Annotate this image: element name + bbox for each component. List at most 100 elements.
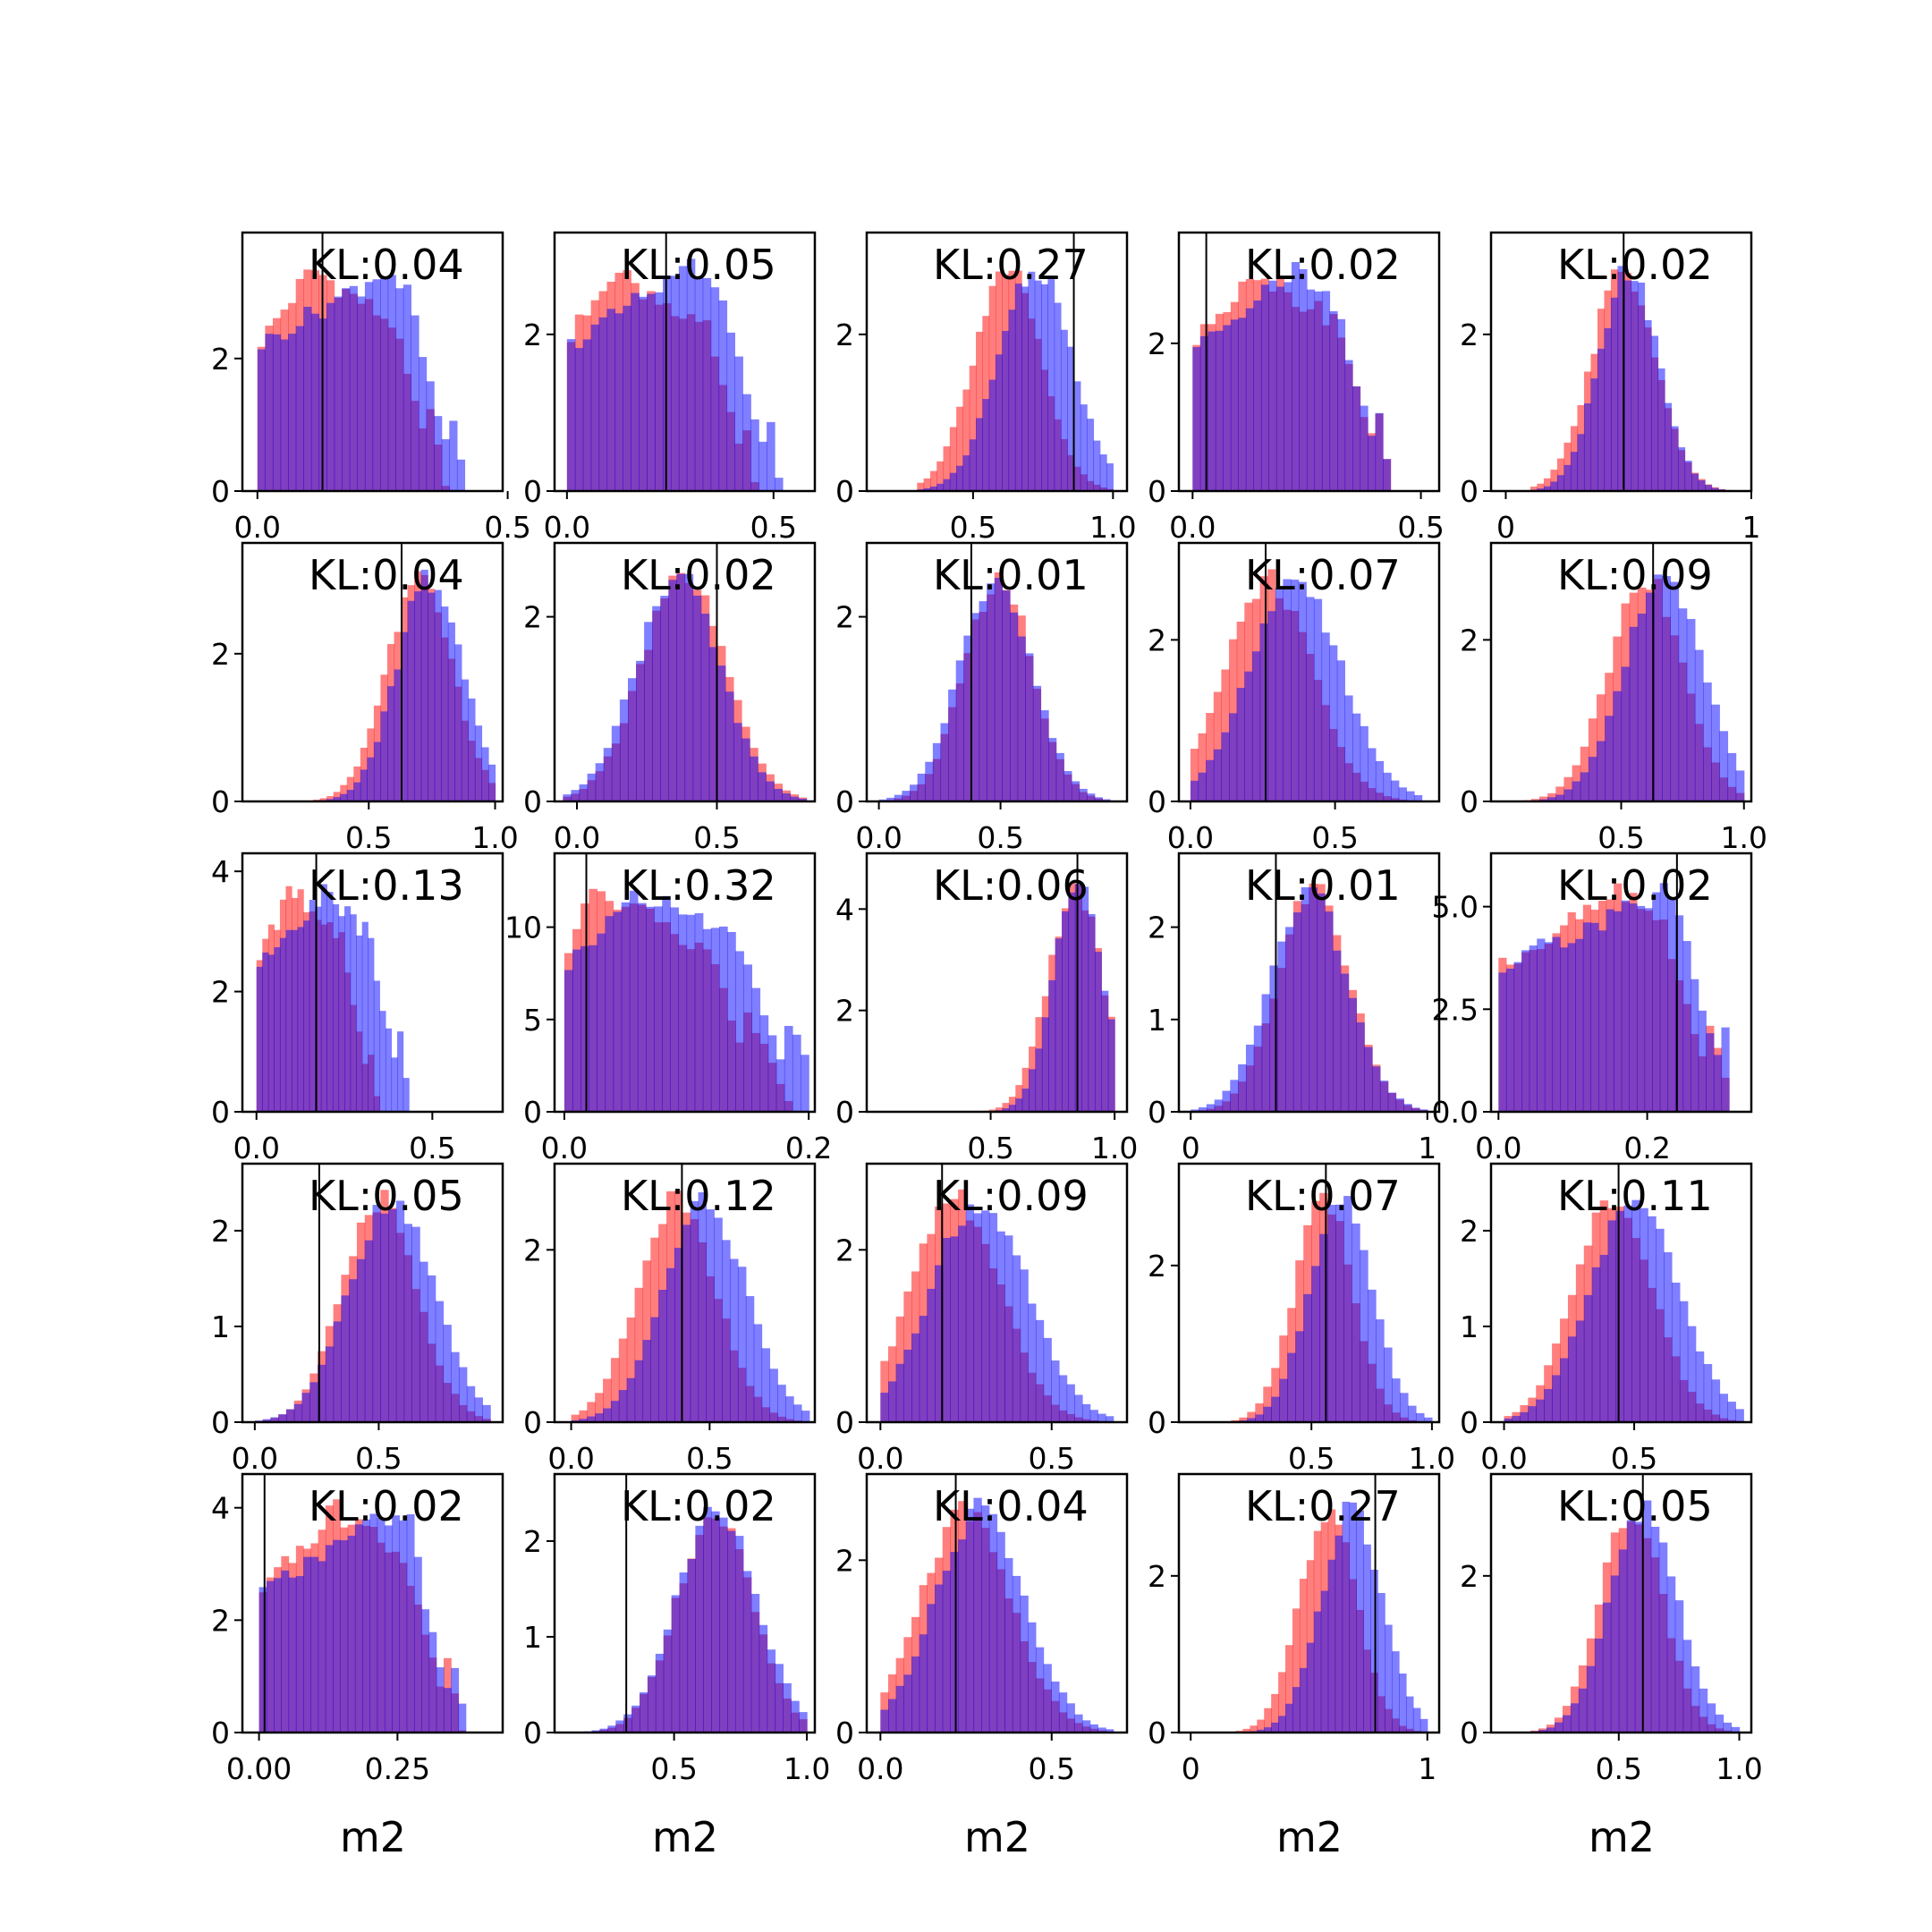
series-b-bar [342,288,351,491]
series-b-bar [950,1236,959,1422]
series-b-bar [1575,1320,1585,1422]
subplot-r5-c1: 0 2 4 0.00 0.25 KL:0.02 [211,1472,504,1786]
series-a-bar [595,1393,604,1422]
histogram-bars [1190,569,1423,801]
kl-annotation: KL:0.27 [933,241,1089,289]
series-b-bar [973,1213,982,1422]
axes-frame [241,852,504,1114]
x-tick-label: 0 [1182,1131,1200,1165]
x-axis-label-col-1: m2 [340,1813,406,1861]
series-b-bar [364,1240,374,1422]
series-b-bar [666,1267,675,1422]
series-b-bar [700,614,710,801]
series-b-bar [388,1208,397,1422]
series-b-bar [326,892,334,1112]
series-a-bar [962,389,970,491]
series-b-bar [474,1397,483,1422]
series-b-bar [1094,952,1102,1112]
series-b-bar [441,439,450,491]
series-b-bar [1060,329,1068,491]
series-b-bar [1309,887,1318,1112]
series-b-bar [1343,1196,1352,1422]
series-b-bar [735,951,744,1112]
series-b-bar [743,964,753,1112]
x-tick-label: 0.0 [554,820,600,855]
series-b-bar [1285,927,1294,1112]
series-b-bar [1275,286,1285,491]
series-b-bar [1605,716,1614,801]
series-b-bar [1364,1046,1373,1112]
series-b-bar [428,1631,437,1733]
x-axis-label-col-4: m2 [1276,1813,1343,1861]
series-a-bar [1264,1707,1272,1733]
y-tick-label: 0 [1460,784,1479,819]
x-tick-label: 0.0 [547,1441,594,1476]
series-b-bar [1512,1416,1521,1422]
series-b-bar [894,794,903,801]
series-b-bar [1063,771,1072,801]
series-b-bar [1590,922,1599,1112]
series-b-bar [318,1561,326,1733]
subplot-r4-c5: 0 1 2 0.0 0.5 KL:0.11 [1460,1162,1753,1476]
series-b-bar [925,761,934,801]
series-b-bar [350,914,357,1112]
series-b-bar [1035,1048,1043,1112]
series-b-bar [1048,738,1057,801]
series-b-bar [292,929,299,1112]
series-b-bar [1081,1403,1091,1422]
series-b-bar [702,928,712,1112]
series-b-bar [265,334,274,491]
series-b-bar [1698,1010,1707,1112]
series-b-bar [969,439,977,491]
series-b-bar [1423,1417,1433,1422]
series-b-bar [631,1705,640,1733]
series-a-bar [1190,749,1199,801]
series-b-bar [582,339,592,491]
x-tick-label: 0.5 [409,1131,455,1165]
series-b-bar [421,1609,430,1733]
series-b-bar [742,1571,752,1733]
series-b-bar [1562,1715,1572,1733]
axes-frame [1177,231,1441,493]
histogram-bars [1498,883,1730,1112]
series-b-bar [982,399,990,491]
series-b-bar [325,1346,335,1422]
series-b-bar [1580,772,1589,801]
series-b-bar [1629,903,1638,1112]
series-a-bar [1537,483,1545,491]
series-b-bar [1295,1331,1304,1422]
x-tick-label: 0.2 [785,1131,832,1165]
series-a-bar [603,1378,612,1422]
histogram-bars [1504,1199,1744,1422]
subplot-r3-c5: 0.0 2.5 5.0 0.0 0.2 KL:0.02 [1432,852,1753,1165]
series-b-bar [1097,1413,1106,1422]
series-b-bar [958,1225,967,1422]
series-b-bar [1578,1688,1588,1733]
subplot-r4-c4: 0 2 0.5 1.0 KL:0.07 [1148,1162,1455,1476]
series-b-bar [948,689,957,801]
series-b-bar [1087,419,1095,491]
x-tick-label: 1.0 [1409,1441,1455,1476]
series-b-bar [670,907,680,1112]
series-b-bar [1690,979,1699,1112]
x-tick-label: 0.5 [345,820,392,855]
series-b-bar [1314,291,1323,491]
y-tick-label: 0.0 [1432,1095,1479,1130]
series-b-bar [1021,286,1030,491]
series-b-bar [1727,1402,1736,1422]
x-tick-label: 0.0 [233,1131,279,1165]
series-b-bar [1604,327,1612,491]
series-b-bar [1399,1393,1409,1422]
series-b-bar [420,570,428,801]
x-tick-label: 0.5 [1597,820,1644,855]
series-b-bar [1383,459,1392,491]
series-a-bar [333,792,341,801]
series-b-bar [724,691,734,801]
series-b-bar [791,1700,800,1733]
series-b-bar [334,296,343,491]
series-b-bar [903,1674,912,1733]
series-b-bar [979,601,987,801]
y-tick-label: 0 [1148,1716,1166,1750]
series-b-bar [962,455,970,491]
series-b-bar [1398,787,1407,801]
